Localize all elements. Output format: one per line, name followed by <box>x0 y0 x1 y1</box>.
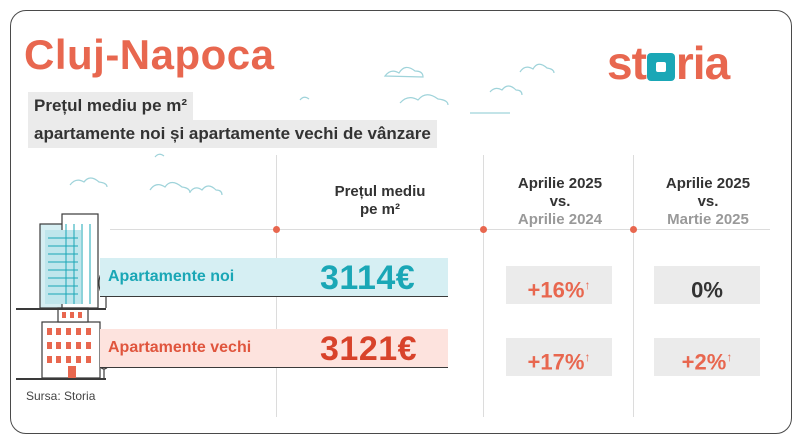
change-mom-new: 0% <box>654 266 760 304</box>
rule-dot <box>273 226 280 233</box>
logo-square-icon <box>646 53 675 81</box>
col-header-mom: Aprilie 2025 vs. Martie 2025 <box>665 175 751 228</box>
building-old-windows <box>47 312 91 378</box>
rule-dot <box>480 226 487 233</box>
arrow-up-icon: ↑ <box>726 350 733 364</box>
storia-logo: st ria <box>607 37 730 89</box>
divider-2 <box>483 155 484 417</box>
row-band-old <box>100 329 448 368</box>
change-mom-old: +2%↑ <box>654 338 760 376</box>
source-note: Sursa: Storia <box>26 389 96 403</box>
ground-line-old <box>16 378 106 380</box>
change-yoy-new: +16%↑ <box>506 266 612 304</box>
arrow-up-icon: ↑ <box>584 350 591 364</box>
subtitle-line-2: apartamente noi și apartamente vechi de … <box>28 120 437 148</box>
header-rule <box>110 229 770 230</box>
divider-3 <box>633 155 634 417</box>
row-label-old: Apartamente vechi <box>108 339 252 356</box>
cloud-icon <box>69 63 555 196</box>
page-title: Cluj-Napoca <box>24 31 275 78</box>
row-band-new <box>100 258 448 297</box>
change-yoy-old: +17%↑ <box>506 338 612 376</box>
arrow-up-icon: ↑ <box>584 278 591 292</box>
building-new-windows <box>48 224 91 304</box>
col-header-price: Prețul mediu pe m² <box>334 183 426 218</box>
price-old: 3121€ <box>320 330 418 368</box>
rule-dot <box>630 226 637 233</box>
col-header-yoy: Aprilie 2025 vs. Aprilie 2024 <box>517 175 603 228</box>
price-new: 3114€ <box>320 259 416 297</box>
subtitle-line-1: Prețul mediu pe m² <box>28 92 194 120</box>
ground-line-new <box>16 308 106 310</box>
row-label-new: Apartamente noi <box>108 268 235 285</box>
